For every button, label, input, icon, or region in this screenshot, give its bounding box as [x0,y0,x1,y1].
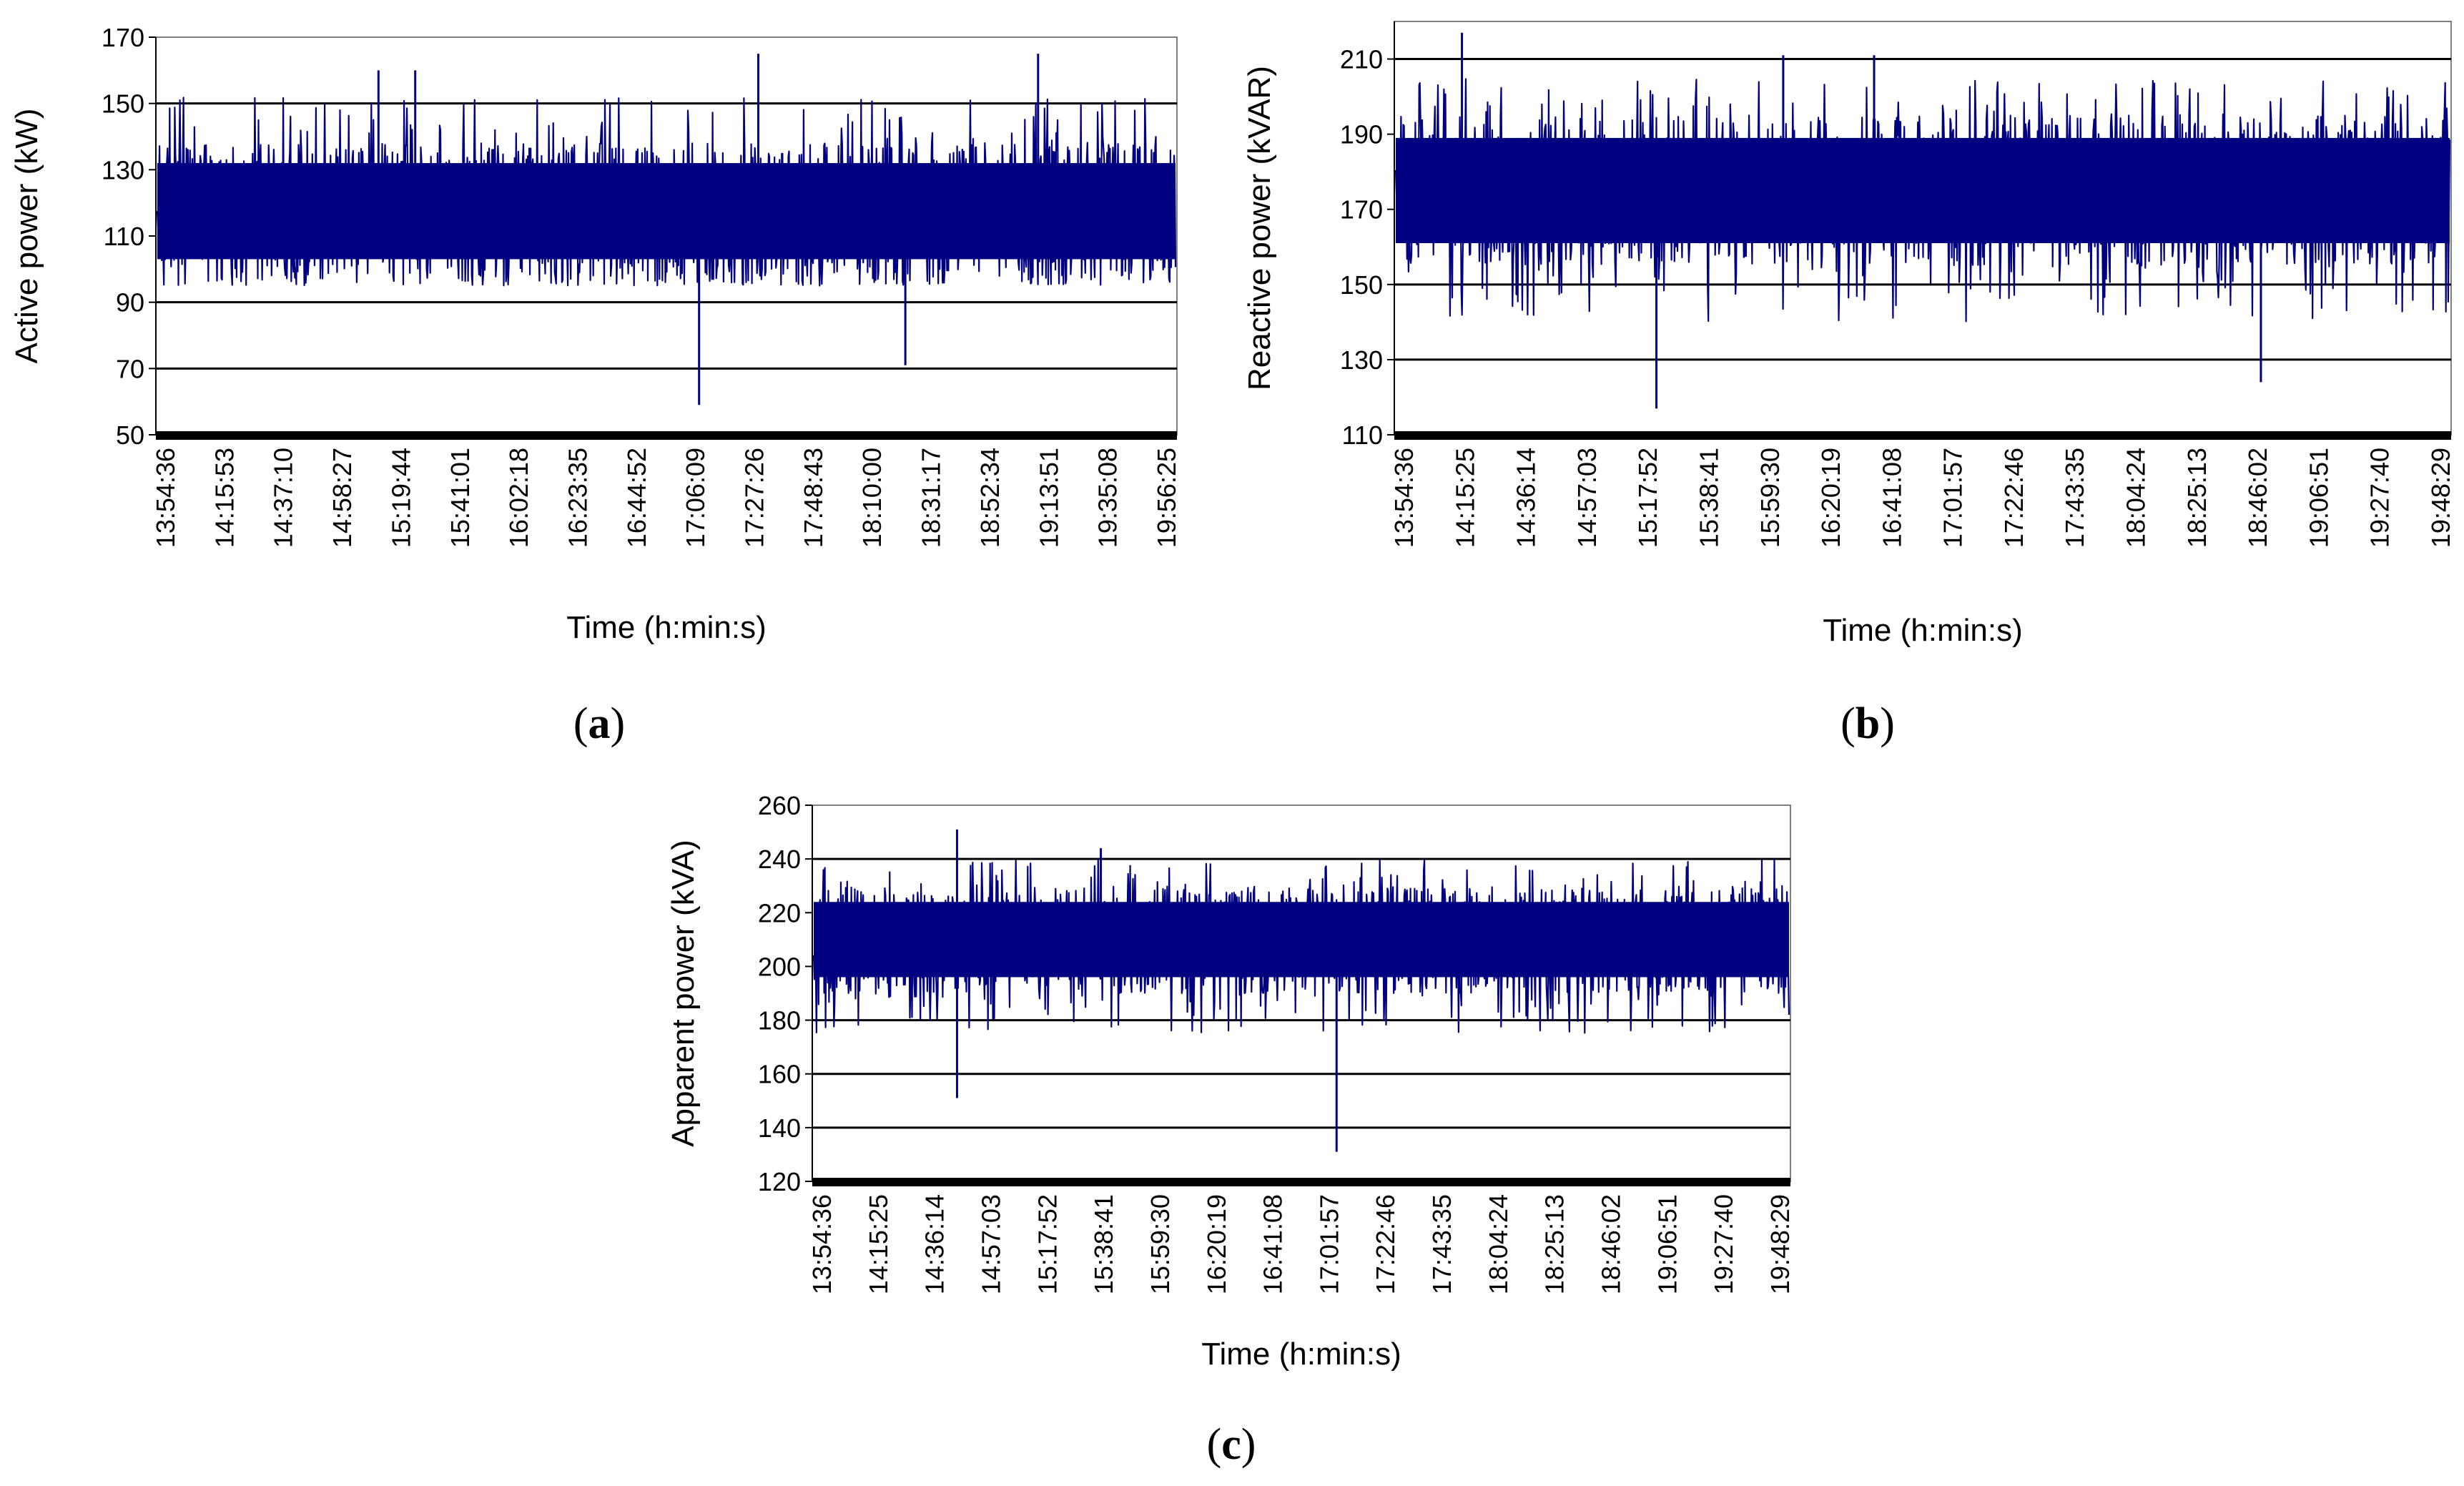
y-tick-label: 150 [1340,270,1383,300]
y-tick-label: 190 [1340,120,1383,149]
chart-panel-a: 50 70 90 110 130 150 170 13:54:36 14:15:53 14:37:… [9,23,1181,748]
y-tick-label: 140 [758,1113,801,1143]
x-tick-label: 14:15:53 [210,448,239,548]
x-tick-label: 19:06:51 [2304,448,2333,548]
x-axis-title: Time (h:min:s) [1201,1337,1401,1372]
x-tick-label: 15:59:30 [1755,448,1785,548]
x-tick-label: 19:13:51 [1034,448,1063,548]
x-tick-label: 17:48:43 [799,448,828,548]
y-tick-label: 120 [758,1167,801,1196]
x-tick-label: 19:27:40 [1709,1194,1738,1294]
x-tick-label: 17:06:09 [681,448,710,548]
x-tick-label: 14:58:27 [327,448,357,548]
y-tick-label: 50 [116,420,144,450]
x-tick-label: 18:10:00 [857,448,887,548]
y-axis-title: Apparent power (kVA) [666,840,701,1147]
x-tick-label: 19:35:08 [1093,448,1123,548]
y-tick-label: 170 [1340,195,1383,225]
x-tick-label: 16:02:18 [504,448,533,548]
x-tick-label: 17:43:35 [2060,448,2089,548]
plot-area [812,804,1791,1182]
x-tick-label: 18:04:24 [1484,1194,1513,1294]
x-tick-label: 19:06:51 [1652,1194,1682,1294]
x-tick-label: 14:36:14 [1512,448,1541,548]
y-tick-label: 240 [758,845,801,874]
x-tick-label: 17:22:46 [1371,1194,1400,1294]
y-tick-label: 220 [758,898,801,927]
x-axis-title: Time (h:min:s) [1823,613,2023,648]
x-tick-label: 15:17:52 [1633,448,1662,548]
series-core-band [814,902,1789,978]
x-axis-baseline [812,1178,1790,1186]
x-tick-label: 18:25:13 [2182,448,2212,548]
y-tick-label: 90 [116,288,144,318]
panel-label: (a) [573,699,625,748]
y-tick-label: 160 [758,1060,801,1089]
y-tick-label: 130 [1340,345,1383,375]
x-tick-label: 16:20:19 [1816,448,1845,548]
x-tick-label: 19:27:40 [2365,448,2395,548]
x-tick-label: 17:22:46 [1999,448,2029,548]
y-tick-label: 150 [102,89,144,119]
x-tick-label: 16:41:08 [1258,1194,1288,1294]
x-tick-label: 15:41:01 [445,448,475,548]
x-tick-label: 19:48:29 [1765,1194,1795,1294]
y-tick-label: 110 [104,222,144,251]
y-tick-label: 130 [102,155,144,184]
x-tick-label: 17:27:26 [740,448,769,548]
y-axis-title: Active power (kW) [9,109,44,364]
x-tick-label: 15:38:41 [1089,1194,1118,1294]
x-tick-label: 18:25:13 [1540,1194,1569,1294]
x-axis-baseline [1394,431,2451,440]
y-tick-label: 170 [102,23,144,52]
x-tick-label: 16:20:19 [1202,1194,1231,1294]
x-tick-label: 13:54:36 [151,448,180,548]
y-tick-label: 260 [758,791,801,820]
y-tick-label: 200 [758,952,801,981]
x-axis-title: Time (h:min:s) [566,610,767,645]
x-tick-label: 13:54:36 [1389,448,1419,548]
x-tick-label: 18:04:24 [2121,448,2151,548]
x-tick-label: 15:17:52 [1033,1194,1062,1294]
y-tick-label: 180 [758,1006,801,1035]
x-axis-baseline [156,431,1177,440]
x-tick-label: 19:56:25 [1152,448,1181,548]
panel-label: (b) [1840,699,1895,748]
x-tick-label: 17:01:57 [1938,448,1968,548]
x-tick-label: 14:15:25 [864,1194,893,1294]
x-tick-label: 17:01:57 [1314,1194,1344,1294]
x-tick-label: 16:23:35 [563,448,592,548]
panel-label: (c) [1207,1420,1256,1469]
x-tick-label: 14:57:03 [1572,448,1602,548]
x-tick-label: 14:36:14 [920,1194,950,1294]
x-tick-label: 17:43:35 [1427,1194,1457,1294]
chart-panel-b: 110 130 150 170 190 210 13:54:36 14:15:25 14:36:… [1242,21,2455,748]
x-tick-label: 15:38:41 [1694,448,1723,548]
series-core-band [1396,137,2450,244]
y-tick-label: 210 [1340,45,1383,74]
x-tick-label: 14:37:10 [269,448,298,548]
x-tick-label: 18:52:34 [975,448,1005,548]
x-tick-label: 13:54:36 [807,1194,837,1294]
x-tick-label: 16:44:52 [622,448,651,548]
y-tick-label: 110 [1342,420,1383,450]
x-tick-label: 14:57:03 [976,1194,1005,1294]
x-tick-label: 18:46:02 [1597,1194,1626,1294]
x-tick-label: 19:48:29 [2426,448,2455,548]
x-tick-label: 14:15:25 [1450,448,1479,548]
x-tick-label: 18:46:02 [2243,448,2272,548]
y-axis-title: Reactive power (kVAR) [1242,66,1277,390]
series-core-band [157,163,1176,260]
y-tick-label: 70 [116,354,144,383]
x-tick-label: 15:19:44 [386,448,415,548]
x-tick-label: 16:41:08 [1877,448,1906,548]
chart-panel-c: 120 140 160 180 200 220 240 260 13:54:36 14:15:25… [666,791,1795,1469]
x-tick-label: 15:59:30 [1145,1194,1175,1294]
x-tick-label: 18:31:17 [917,448,946,548]
